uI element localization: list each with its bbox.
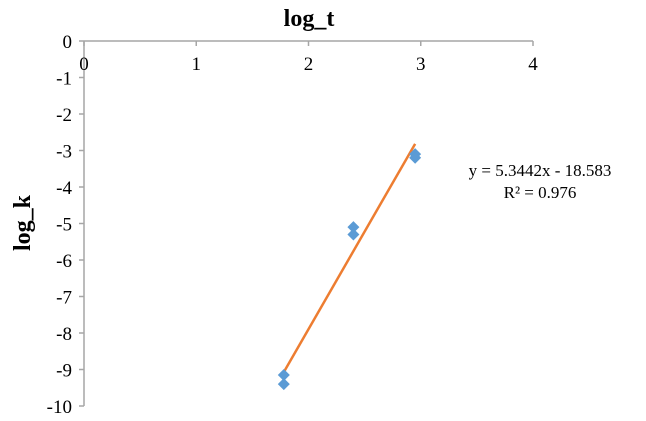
data-point-diamond	[409, 151, 422, 164]
y-tick-label: -3	[56, 142, 72, 163]
y-tick-label: -4	[56, 178, 72, 199]
y-tick-label: -8	[56, 324, 72, 345]
y-tick-label: -2	[56, 105, 72, 126]
data-point-diamond	[347, 221, 360, 234]
trendline-line	[282, 143, 417, 373]
x-tick-label: 0	[79, 54, 89, 75]
data-point-diamond	[347, 228, 360, 241]
x-tick-label: 4	[528, 54, 538, 75]
y-tick-label: -5	[56, 215, 72, 236]
data-point-diamond	[277, 378, 290, 391]
y-tick-label: -1	[56, 69, 72, 90]
axes: 0 1 2 3 4 0 -1 -2 -3 -4 -5 -6 -7 -8 -9 -10	[47, 32, 539, 418]
r-squared-label: R² = 0.976	[504, 183, 577, 202]
y-tick-label: -7	[56, 288, 72, 309]
data-points	[277, 148, 422, 391]
y-tick-label: -10	[47, 397, 72, 418]
y-tick-label: -9	[56, 361, 72, 382]
x-tick-label: 3	[416, 54, 426, 75]
x-tick-label: 1	[192, 54, 202, 75]
x-tick-label: 2	[304, 54, 314, 75]
trendline	[282, 143, 417, 373]
y-axis-title: log_k	[10, 194, 36, 251]
y-tick-label: 0	[63, 32, 73, 53]
data-point-diamond	[277, 368, 290, 381]
y-tick-label: -6	[56, 251, 72, 272]
x-axis-title: log_t	[284, 6, 335, 32]
trendline-equation: y = 5.3442x - 18.583	[469, 161, 612, 180]
